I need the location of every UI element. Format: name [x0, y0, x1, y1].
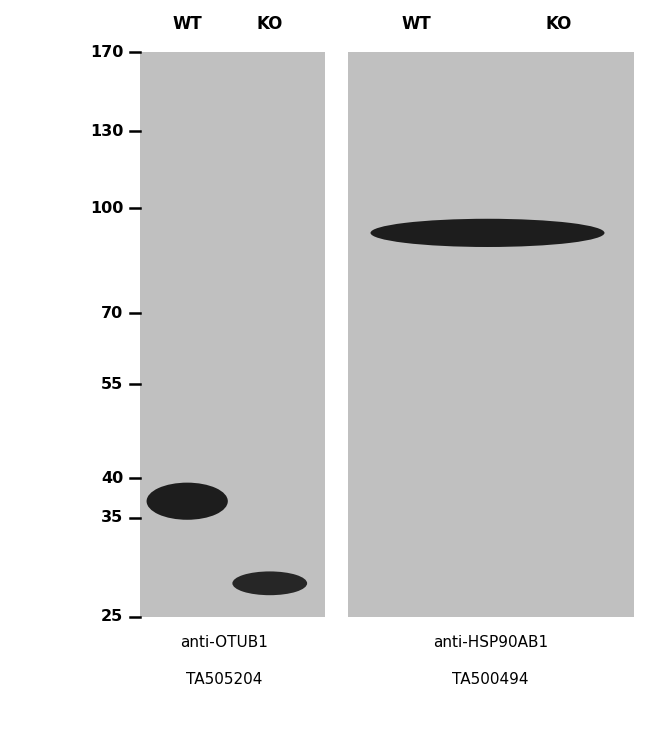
- Text: 130: 130: [90, 123, 124, 138]
- Text: TA505204: TA505204: [186, 672, 263, 687]
- Ellipse shape: [146, 483, 228, 520]
- Ellipse shape: [233, 571, 307, 595]
- Bar: [348, 52, 634, 617]
- Text: TA500494: TA500494: [452, 672, 529, 687]
- Text: 55: 55: [101, 377, 124, 392]
- Text: WT: WT: [172, 16, 202, 33]
- Text: 35: 35: [101, 510, 124, 525]
- Text: KO: KO: [546, 16, 572, 33]
- Text: anti-OTUB1: anti-OTUB1: [180, 635, 268, 650]
- Text: 40: 40: [101, 471, 124, 486]
- Text: 25: 25: [101, 609, 124, 624]
- Bar: [140, 52, 325, 617]
- Ellipse shape: [370, 218, 604, 247]
- Text: 170: 170: [90, 45, 124, 59]
- Text: KO: KO: [257, 16, 283, 33]
- Text: 100: 100: [90, 201, 124, 215]
- Text: anti-HSP90AB1: anti-HSP90AB1: [433, 635, 549, 650]
- Text: WT: WT: [401, 16, 431, 33]
- Text: 70: 70: [101, 306, 124, 321]
